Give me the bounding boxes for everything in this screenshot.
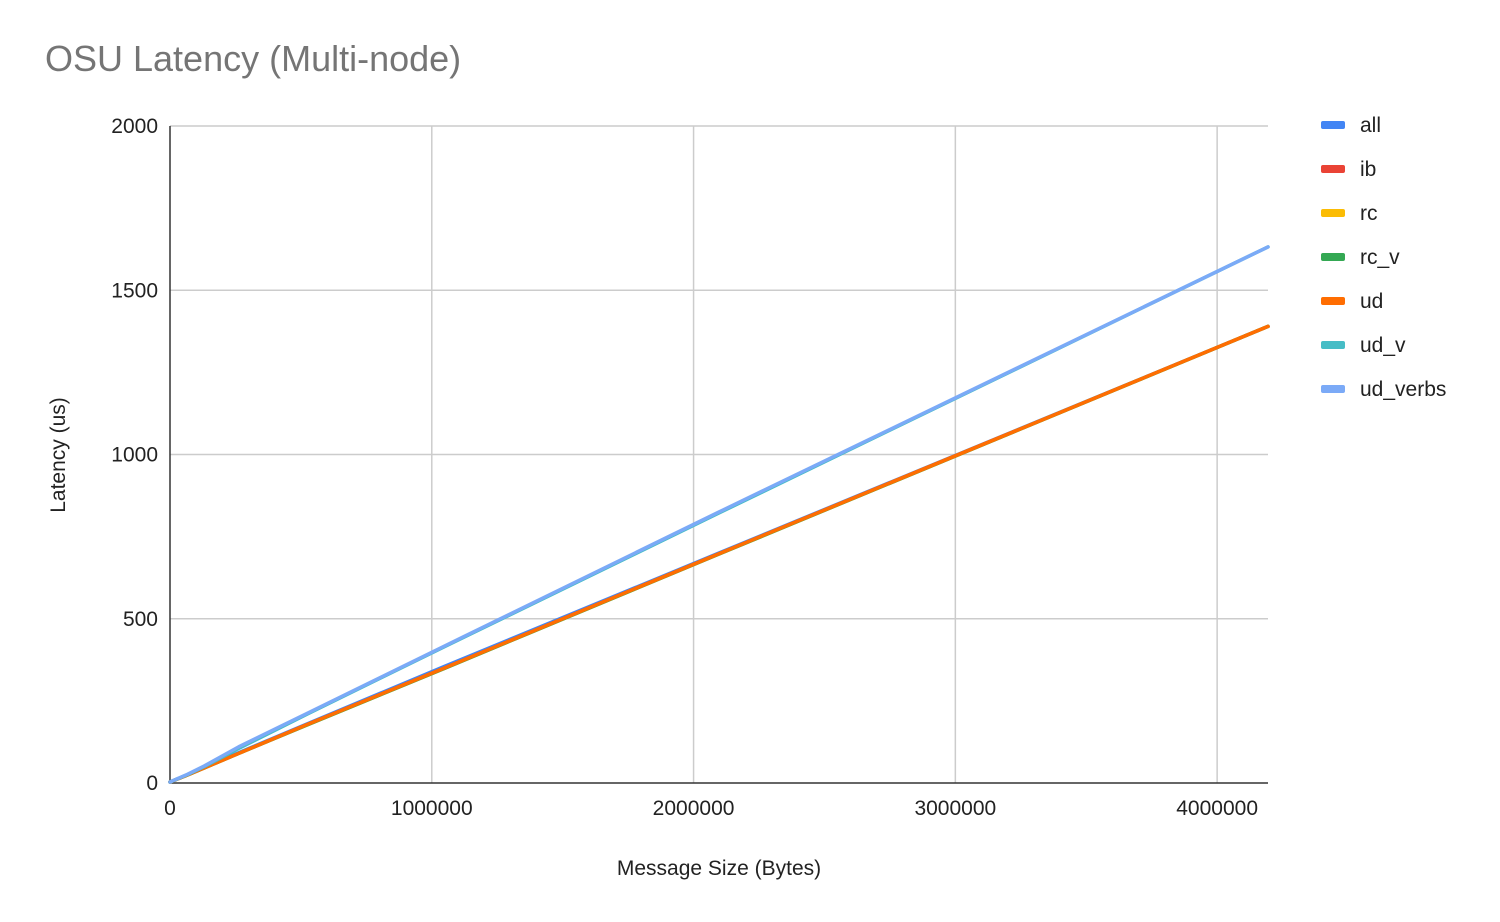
legend-item-ud_verbs: ud_verbs <box>1321 378 1446 401</box>
series-line-ud <box>168 324 1270 784</box>
series-line-ud_verbs <box>168 245 1270 784</box>
x-tick-label: 1000000 <box>391 797 473 820</box>
legend-item-ud_v: ud_v <box>1321 334 1406 357</box>
legend-item-rc_v: rc_v <box>1321 246 1400 269</box>
y-tick-label: 2000 <box>111 115 158 138</box>
legend: all ib rc rc_vud ud_v ud_verbs <box>1321 114 1446 401</box>
legend-swatch <box>1321 165 1345 173</box>
legend-item-ib: ib <box>1321 158 1376 181</box>
legend-label: ud_verbs <box>1360 378 1446 401</box>
legend-label: rc_v <box>1360 246 1400 269</box>
legend-label: ud_v <box>1360 334 1406 357</box>
y-tick-label: 1000 <box>111 444 158 467</box>
legend-label: ib <box>1360 158 1376 181</box>
legend-swatch <box>1321 297 1345 305</box>
legend-swatch <box>1321 341 1345 349</box>
legend-label: all <box>1360 114 1381 137</box>
chart-title: OSU Latency (Multi-node) <box>45 38 462 79</box>
x-tick-label: 2000000 <box>653 797 735 820</box>
legend-swatch <box>1321 209 1345 217</box>
y-tick-label: 0 <box>146 772 158 795</box>
y-tick-label: 500 <box>123 608 158 631</box>
y-axis-title: Latency (us) <box>47 397 70 513</box>
x-tick-label: 4000000 <box>1176 797 1258 820</box>
x-tick-label: 3000000 <box>914 797 996 820</box>
legend-swatch <box>1321 121 1345 129</box>
series-lines <box>168 245 1270 784</box>
y-tick-label: 1500 <box>111 279 158 302</box>
grid <box>170 125 1268 783</box>
axes <box>169 126 1268 784</box>
legend-label: rc <box>1360 202 1378 225</box>
legend-swatch <box>1321 385 1345 393</box>
legend-item-all: all <box>1321 114 1381 137</box>
x-tick-label: 0 <box>164 797 176 820</box>
legend-item-ud: ud <box>1321 290 1383 313</box>
legend-item-rc: rc <box>1321 202 1378 225</box>
tick-labels: 0 500 1000 1500 2000 0 1000000 2000000 3000000 40… <box>111 115 1258 820</box>
legend-swatch <box>1321 253 1345 261</box>
legend-label: ud <box>1360 290 1383 313</box>
x-axis-title: Message Size (Bytes) <box>617 857 821 880</box>
